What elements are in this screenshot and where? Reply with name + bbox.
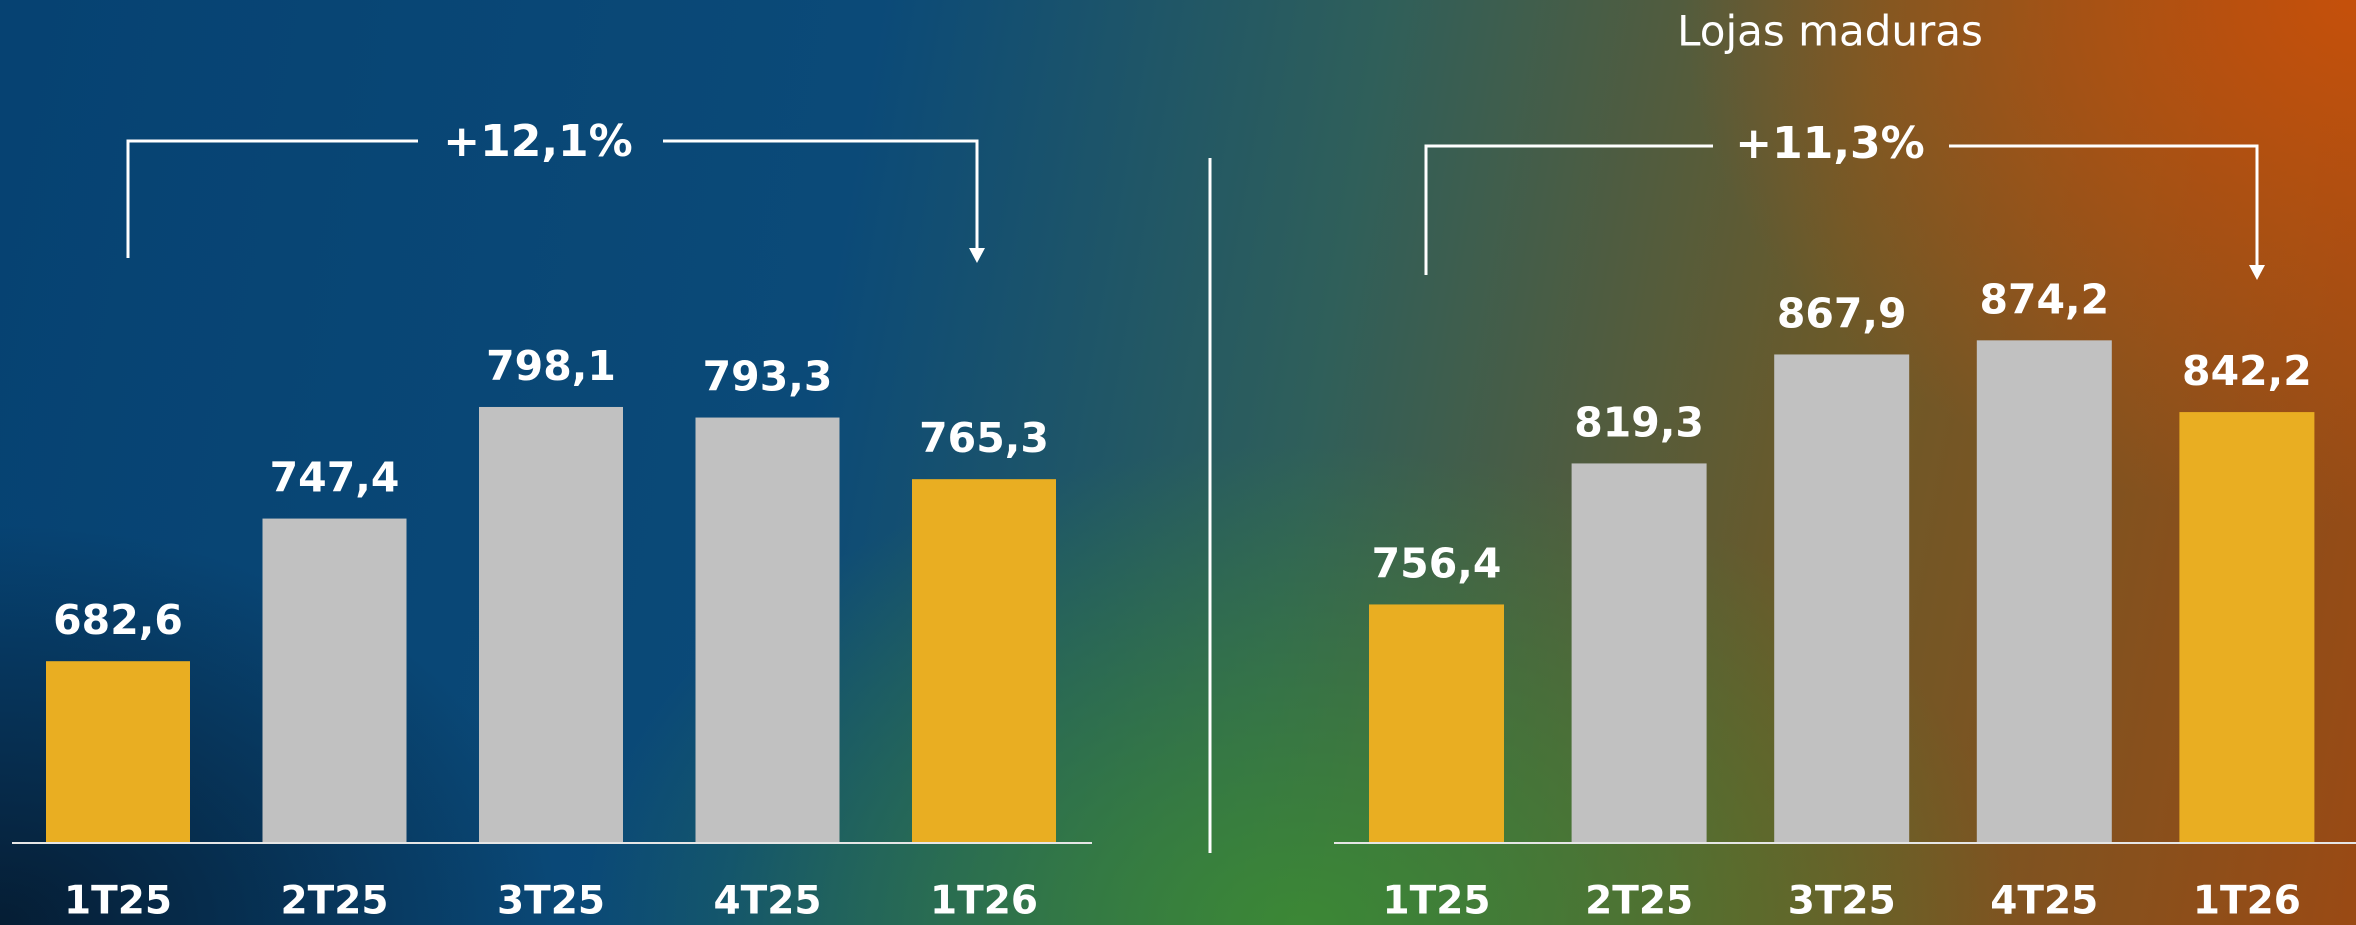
data-label: 874,2 (1979, 275, 2109, 323)
data-label: 682,6 (53, 596, 183, 644)
x-tick-label: 2T25 (1585, 879, 1693, 924)
x-tick-label: 3T25 (497, 879, 605, 924)
x-tick-label: 1T25 (1382, 879, 1490, 924)
data-label: 747,4 (270, 454, 400, 502)
bar (2179, 412, 2315, 843)
bar (46, 661, 190, 843)
x-tick-label: 1T26 (2193, 879, 2301, 924)
arrow-head (969, 248, 985, 263)
bar (1976, 340, 2112, 843)
data-label: 819,3 (1574, 398, 1704, 446)
x-tick-label: 1T26 (930, 879, 1038, 924)
bar (912, 479, 1056, 843)
x-tick-label: 3T25 (1788, 879, 1896, 924)
annotation: +12,1% (443, 116, 633, 167)
bar (1369, 604, 1504, 843)
x-tick-label: 2T25 (280, 879, 388, 924)
bracket (1424, 144, 2259, 275)
bar (262, 518, 407, 843)
bar (695, 417, 840, 843)
bar (479, 406, 623, 843)
data-label: 842,2 (2182, 347, 2312, 395)
data-label: 765,3 (919, 414, 1049, 462)
x-tick-label: 4T25 (1990, 879, 2098, 924)
data-label: 756,4 (1372, 539, 1502, 587)
data-label: 867,9 (1777, 289, 1907, 337)
annotation: +11,3% (1735, 118, 1925, 169)
x-tick-label: 1T25 (64, 879, 172, 924)
data-label: 793,3 (703, 353, 833, 401)
bar (1571, 463, 1707, 843)
chart-title: Lojas maduras (1677, 7, 1983, 56)
data-label: 798,1 (486, 342, 616, 390)
bracket (126, 139, 979, 258)
arrow-head (2249, 265, 2265, 280)
x-tick-label: 4T25 (713, 879, 821, 924)
bar (1774, 354, 1910, 843)
